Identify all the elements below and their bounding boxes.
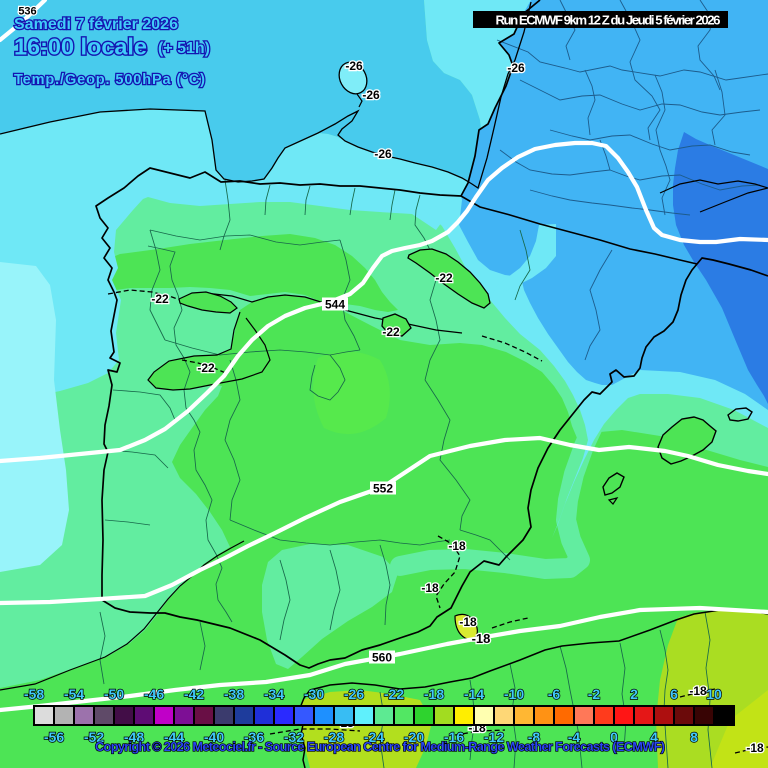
svg-text:-48: -48 <box>124 729 144 745</box>
svg-text:-18: -18 <box>472 631 491 646</box>
svg-text:10: 10 <box>706 686 722 702</box>
svg-text:-18: -18 <box>448 539 466 553</box>
svg-text:-42: -42 <box>184 686 204 702</box>
svg-text:Samedi 7 février 2026: Samedi 7 février 2026 <box>14 16 178 33</box>
svg-text:-28: -28 <box>324 729 344 745</box>
svg-text:-22: -22 <box>197 361 215 375</box>
svg-text:560: 560 <box>372 651 392 665</box>
svg-text:-20: -20 <box>404 729 424 745</box>
svg-text:-8: -8 <box>528 729 541 745</box>
svg-text:-18: -18 <box>746 741 764 755</box>
svg-text:-40: -40 <box>204 729 224 745</box>
svg-text:-46: -46 <box>144 686 164 702</box>
svg-text:16:00 locale: 16:00 locale <box>14 34 147 60</box>
svg-text:-22: -22 <box>384 686 404 702</box>
svg-text:-10: -10 <box>504 686 524 702</box>
svg-text:-36: -36 <box>244 729 264 745</box>
svg-text:-38: -38 <box>224 686 244 702</box>
svg-text:4: 4 <box>650 729 658 745</box>
svg-text:544: 544 <box>325 298 345 312</box>
svg-text:-18: -18 <box>421 581 439 595</box>
svg-text:-30: -30 <box>304 686 324 702</box>
svg-text:-22: -22 <box>382 325 400 339</box>
svg-text:536: 536 <box>18 6 36 18</box>
svg-text:(+ 51h): (+ 51h) <box>158 40 210 57</box>
svg-text:-2: -2 <box>588 686 601 702</box>
svg-text:-26: -26 <box>345 59 363 73</box>
svg-text:552: 552 <box>373 482 393 496</box>
svg-text:-34: -34 <box>264 686 284 702</box>
svg-text:6: 6 <box>670 686 678 702</box>
svg-text:-22: -22 <box>435 271 453 285</box>
svg-text:-52: -52 <box>84 729 104 745</box>
svg-text:-22: -22 <box>151 292 169 306</box>
svg-text:-26: -26 <box>344 686 364 702</box>
svg-text:-18: -18 <box>424 686 444 702</box>
svg-text:-12: -12 <box>484 729 504 745</box>
svg-text:Run ECMWF 9km 12 Z du Jeudi 5: Run ECMWF 9km 12 Z du Jeudi 5 février 20… <box>496 13 721 28</box>
svg-text:2: 2 <box>630 686 638 702</box>
svg-text:-32: -32 <box>284 729 304 745</box>
svg-text:-44: -44 <box>164 729 184 745</box>
svg-text:-26: -26 <box>374 147 392 161</box>
svg-text:-6: -6 <box>548 686 561 702</box>
svg-text:-26: -26 <box>362 88 380 102</box>
svg-text:-26: -26 <box>507 61 525 75</box>
svg-text:-18: -18 <box>459 615 477 629</box>
svg-text:-18: -18 <box>689 684 707 698</box>
svg-text:-54: -54 <box>64 686 84 702</box>
svg-text:-24: -24 <box>364 729 384 745</box>
svg-text:-14: -14 <box>464 686 484 702</box>
svg-text:0: 0 <box>610 729 618 745</box>
svg-text:Copyright © 2026 Meteociel.fr: Copyright © 2026 Meteociel.fr - Source E… <box>95 739 665 754</box>
svg-text:-56: -56 <box>44 729 64 745</box>
svg-text:Temp./Geop. 500hPa (°C): Temp./Geop. 500hPa (°C) <box>14 72 205 88</box>
svg-text:-58: -58 <box>24 686 44 702</box>
svg-text:-4: -4 <box>568 729 581 745</box>
svg-text:-50: -50 <box>104 686 124 702</box>
svg-text:-16: -16 <box>444 729 464 745</box>
svg-text:8: 8 <box>690 729 698 745</box>
